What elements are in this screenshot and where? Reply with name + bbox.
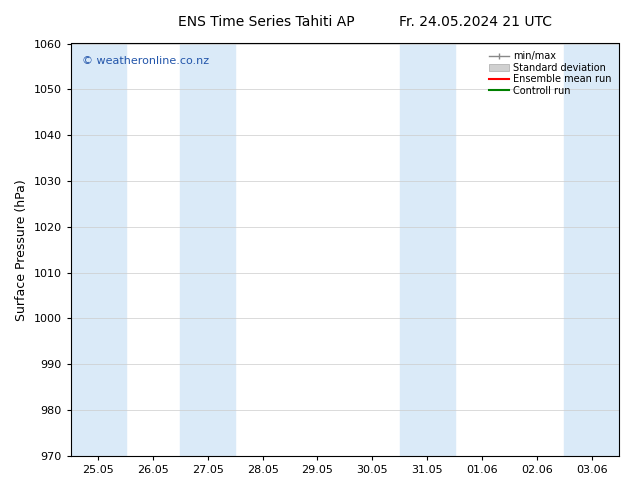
Y-axis label: Surface Pressure (hPa): Surface Pressure (hPa): [15, 179, 28, 320]
Bar: [71, 44, 126, 456]
Text: © weatheronline.co.nz: © weatheronline.co.nz: [82, 56, 209, 66]
Legend: min/max, Standard deviation, Ensemble mean run, Controll run: min/max, Standard deviation, Ensemble me…: [486, 49, 614, 98]
Bar: [399, 44, 455, 456]
Text: Fr. 24.05.2024 21 UTC: Fr. 24.05.2024 21 UTC: [399, 15, 552, 29]
Bar: [564, 44, 619, 456]
Text: ENS Time Series Tahiti AP: ENS Time Series Tahiti AP: [178, 15, 354, 29]
Bar: [180, 44, 235, 456]
